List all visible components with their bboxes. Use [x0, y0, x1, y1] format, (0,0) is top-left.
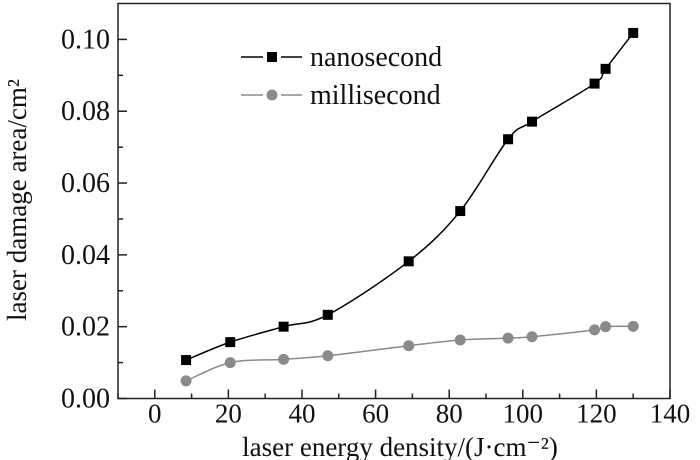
millisecond-point	[589, 324, 601, 336]
x-tick-label: 40	[289, 399, 316, 429]
nanosecond-point	[403, 256, 414, 267]
plot-frame	[117, 2, 671, 400]
axis-ticks: 0 20 40 60 80 100 120 140 0.00 0.02 0.04 0.06 0.08 0.…	[61, 24, 690, 428]
nanosecond-point	[503, 134, 514, 145]
millisecond-point	[627, 320, 639, 332]
legend-marker-nanosecond	[267, 52, 277, 62]
millisecond-point	[278, 353, 290, 365]
legend-label-nanosecond: nanosecond	[310, 42, 442, 73]
legend: nanosecond millisecond	[241, 42, 442, 111]
nanosecond-point	[181, 355, 192, 366]
millisecond-point	[224, 357, 236, 369]
millisecond-point	[180, 375, 192, 387]
millisecond-point	[526, 331, 538, 343]
nanosecond-point	[278, 321, 289, 332]
x-tick-label: 120	[576, 399, 617, 429]
x-tick-label: 100	[503, 399, 544, 429]
series-nanosecond	[181, 27, 639, 366]
legend-item-millisecond: millisecond	[241, 80, 441, 111]
x-tick-label: 140	[650, 399, 691, 429]
y-tick-label: 0.02	[61, 312, 110, 343]
y-axis-label: laser damage area/cm²	[2, 79, 32, 321]
millisecond-point	[322, 350, 334, 362]
nanosecond-point	[455, 206, 466, 217]
legend-label-millisecond: millisecond	[310, 80, 441, 111]
millisecond-point	[502, 332, 514, 344]
nanosecond-point	[225, 337, 236, 348]
y-tick-label: 0.06	[61, 168, 110, 199]
millisecond-point	[454, 334, 466, 346]
millisecond-point	[600, 321, 612, 333]
y-tick-label: 0.08	[61, 96, 110, 127]
series-layer	[180, 27, 639, 387]
nanosecond-point	[527, 116, 537, 127]
nanosecond-point	[322, 309, 333, 320]
x-tick-label: 20	[215, 399, 242, 429]
nanosecond-point	[628, 27, 639, 38]
y-tick-label: 0.10	[61, 24, 110, 55]
y-tick-label: 0.04	[61, 240, 110, 271]
series-millisecond	[180, 320, 639, 387]
x-tick-label: 80	[436, 399, 463, 429]
nanosecond-point	[600, 63, 611, 74]
legend-item-nanosecond: nanosecond	[241, 42, 442, 73]
millisecond-point	[403, 340, 415, 352]
x-tick-label: 0	[148, 399, 162, 429]
y-tick-label: 0.00	[61, 384, 110, 415]
x-tick-label: 60	[362, 399, 389, 429]
nanosecond-point	[589, 78, 600, 89]
x-axis-label: laser energy density/(J·cm⁻²)	[242, 432, 558, 460]
legend-marker-millisecond	[266, 89, 278, 101]
